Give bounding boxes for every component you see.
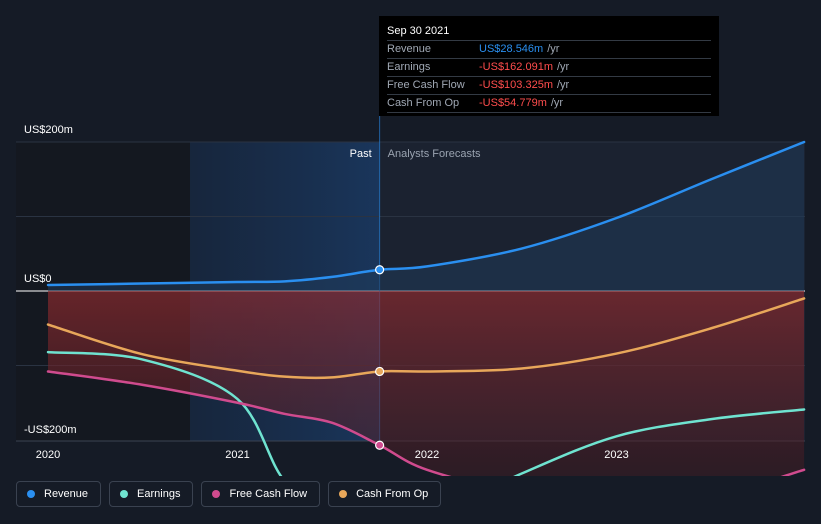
legend-label: Free Cash Flow — [229, 488, 308, 500]
legend-item-earnings[interactable]: Earnings — [109, 481, 194, 507]
legend-label: Revenue — [44, 488, 89, 500]
chart: US$200m US$0 -US$200m 2020 2021 2022 2023 Past A… — [16, 16, 806, 476]
y-label-top: US$200m — [24, 124, 73, 136]
earnings-line — [46, 350, 806, 476]
tooltip-unit: /yr — [547, 43, 560, 55]
legend-dot-icon — [212, 490, 221, 498]
tooltip-label: Revenue — [387, 43, 432, 55]
tooltip-row: Earnings -US$162.091m/yr — [387, 58, 711, 76]
tooltip-date: Sep 30 2021 — [387, 25, 450, 37]
tooltip-unit: /yr — [557, 79, 570, 91]
revenue-line — [46, 140, 806, 287]
tooltip-value: -US$162.091m — [479, 61, 553, 73]
tooltip-label: Earnings — [387, 61, 431, 73]
revenue-marker — [375, 265, 385, 275]
tooltip-value: -US$103.325m — [479, 79, 553, 91]
legend-label: Cash From Op — [356, 488, 429, 500]
tooltip-row: Free Cash Flow -US$103.325m/yr — [387, 76, 711, 94]
tooltip-value: US$28.546m — [479, 43, 544, 55]
x-tick-label: 2023 — [604, 449, 628, 461]
tooltip: Sep 30 2021 Revenue US$28.546m/yr Earnings… — [379, 16, 719, 116]
legend-item-revenue[interactable]: Revenue — [16, 481, 102, 507]
legend-dot-icon — [339, 490, 348, 498]
past-label: Past — [350, 148, 372, 160]
revenue-area — [48, 142, 805, 291]
legend-label: Earnings — [137, 488, 181, 500]
x-tick-label: 2020 — [36, 449, 60, 461]
tooltip-label: Cash From Op — [387, 97, 460, 109]
x-tick-label: 2022 — [415, 449, 439, 461]
tooltip-label: Free Cash Flow — [387, 79, 465, 91]
y-label-zero: US$0 — [24, 273, 52, 285]
cash-from-op-line — [46, 297, 806, 380]
tooltip-value: -US$54.779m — [479, 97, 547, 109]
legend-item-free-cash-flow[interactable]: Free Cash Flow — [201, 481, 321, 507]
forecast-label: Analysts Forecasts — [388, 148, 481, 160]
legend-dot-icon — [120, 490, 129, 498]
x-tick-label: 2021 — [225, 449, 249, 461]
free-cash-flow-marker — [375, 440, 385, 450]
legend: Revenue Earnings Free Cash Flow Cash From O… — [16, 481, 442, 507]
tooltip-row: Cash From Op -US$54.779m/yr — [387, 94, 711, 113]
cash-from-op-marker — [375, 366, 385, 377]
tooltip-unit: /yr — [550, 97, 564, 109]
y-label-bottom: -US$200m — [24, 424, 77, 436]
legend-item-cash-from-op[interactable]: Cash From Op — [328, 481, 442, 507]
tooltip-unit: /yr — [557, 61, 570, 73]
free-cash-flow-line — [46, 370, 806, 476]
tooltip-row: Revenue US$28.546m/yr — [387, 40, 711, 58]
negative-area — [48, 291, 805, 476]
legend-dot-icon — [27, 490, 35, 498]
